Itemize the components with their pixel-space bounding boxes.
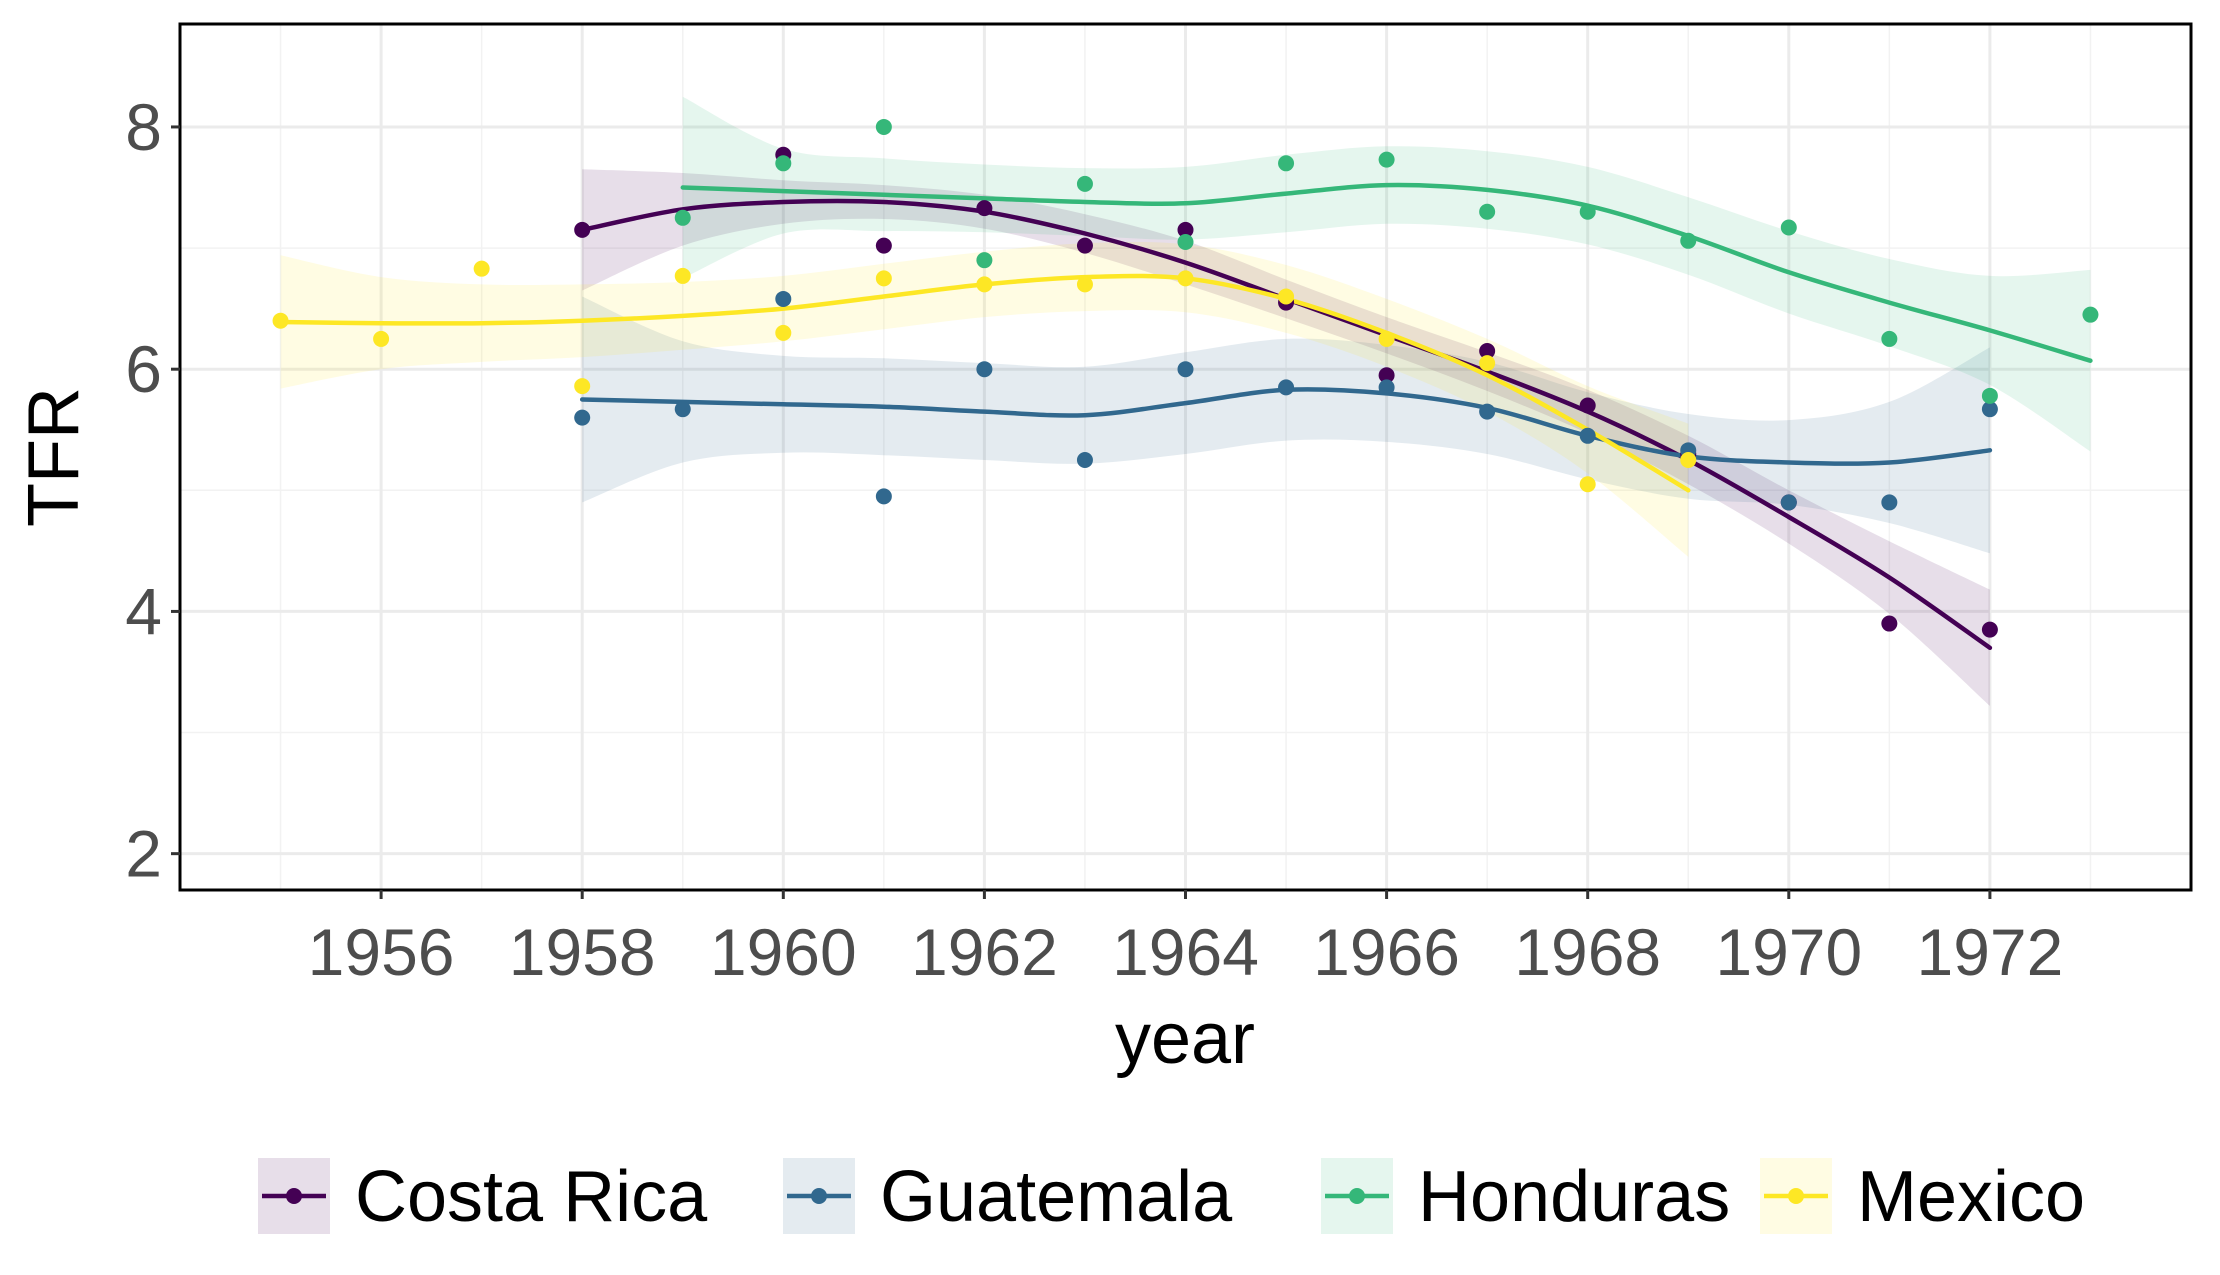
x-tick-label: 1960 <box>710 915 857 989</box>
point-mexico <box>875 270 892 287</box>
point-guatemala <box>1981 401 1998 418</box>
band-costa-rica <box>582 169 1990 706</box>
point-mexico <box>1076 276 1093 293</box>
legend: Costa Rica Guatemala Honduras Mexico <box>258 1157 2085 1237</box>
point-honduras <box>775 155 792 172</box>
point-guatemala <box>1881 494 1898 511</box>
point-guatemala <box>1278 379 1295 396</box>
x-tick-label: 1962 <box>911 915 1058 989</box>
point-guatemala <box>1378 379 1395 396</box>
point-mexico <box>775 324 792 341</box>
y-axis-title: TFR <box>14 387 94 527</box>
x-tick-label: 1972 <box>1916 915 2063 989</box>
point-costa-rica <box>574 221 591 238</box>
grid <box>180 24 2191 890</box>
y-axis: 2 4 6 8 <box>125 90 180 891</box>
point-mexico <box>272 312 289 329</box>
x-axis-title: year <box>1115 999 1255 1079</box>
x-tick-label: 1968 <box>1514 915 1661 989</box>
x-axis: 1956 1958 1960 1962 1964 1966 1968 1970 1972 <box>308 890 2063 989</box>
y-tick-label: 6 <box>125 332 162 406</box>
legend-label-honduras: Honduras <box>1418 1157 1730 1237</box>
point-honduras <box>1680 232 1697 249</box>
point-guatemala <box>1579 427 1596 444</box>
legend-label-mexico: Mexico <box>1857 1157 2085 1237</box>
band-guatemala <box>582 296 1990 554</box>
point-honduras <box>1479 203 1496 220</box>
x-tick-label: 1964 <box>1112 915 1259 989</box>
point-costa-rica <box>1881 615 1898 632</box>
legend-label-costa-rica: Costa Rica <box>355 1157 708 1237</box>
point-costa-rica <box>1479 343 1496 360</box>
point-costa-rica <box>875 237 892 254</box>
band-honduras <box>682 96 2091 452</box>
point-mexico <box>574 378 591 395</box>
point-mexico <box>373 330 390 347</box>
x-tick-label: 1958 <box>509 915 656 989</box>
point-mexico <box>473 260 490 277</box>
point-honduras <box>1981 387 1998 404</box>
point-mexico <box>1680 452 1697 469</box>
point-guatemala <box>1177 361 1194 378</box>
x-tick-label: 1956 <box>308 915 455 989</box>
point-honduras <box>674 209 691 226</box>
data-points <box>272 118 2099 638</box>
legend-dot-guatemala <box>811 1188 827 1204</box>
point-costa-rica <box>976 200 993 217</box>
point-honduras <box>1881 330 1898 347</box>
point-costa-rica <box>1076 237 1093 254</box>
point-costa-rica <box>1177 221 1194 238</box>
point-guatemala <box>1479 403 1496 420</box>
y-tick-label: 2 <box>125 817 162 891</box>
legend-dot-costa-rica <box>286 1188 302 1204</box>
point-mexico <box>1479 355 1496 372</box>
point-honduras <box>1579 203 1596 220</box>
point-costa-rica <box>1981 621 1998 638</box>
point-guatemala <box>574 409 591 426</box>
legend-dot-honduras <box>1349 1188 1365 1204</box>
point-costa-rica <box>1378 367 1395 384</box>
point-guatemala <box>1076 452 1093 469</box>
y-tick-label: 8 <box>125 90 162 164</box>
point-guatemala <box>875 488 892 505</box>
point-guatemala <box>674 401 691 418</box>
point-honduras <box>976 252 993 269</box>
line-honduras <box>680 182 2093 363</box>
point-mexico <box>674 267 691 284</box>
point-guatemala <box>775 290 792 307</box>
x-tick-label: 1970 <box>1715 915 1862 989</box>
point-guatemala <box>976 361 993 378</box>
point-honduras <box>1278 155 1295 172</box>
point-mexico <box>1177 270 1194 287</box>
point-mexico <box>1378 330 1395 347</box>
point-mexico <box>1579 476 1596 493</box>
point-mexico <box>976 276 993 293</box>
point-honduras <box>1177 234 1194 251</box>
point-guatemala <box>1780 494 1797 511</box>
legend-label-guatemala: Guatemala <box>880 1157 1233 1237</box>
point-honduras <box>1780 219 1797 236</box>
y-tick-label: 4 <box>125 574 162 648</box>
point-honduras <box>2082 306 2099 323</box>
point-honduras <box>1076 175 1093 192</box>
point-honduras <box>1378 151 1395 168</box>
x-tick-label: 1966 <box>1313 915 1460 989</box>
point-mexico <box>1278 288 1295 305</box>
point-honduras <box>875 118 892 135</box>
legend-dot-mexico <box>1788 1188 1804 1204</box>
point-costa-rica <box>1579 397 1596 414</box>
